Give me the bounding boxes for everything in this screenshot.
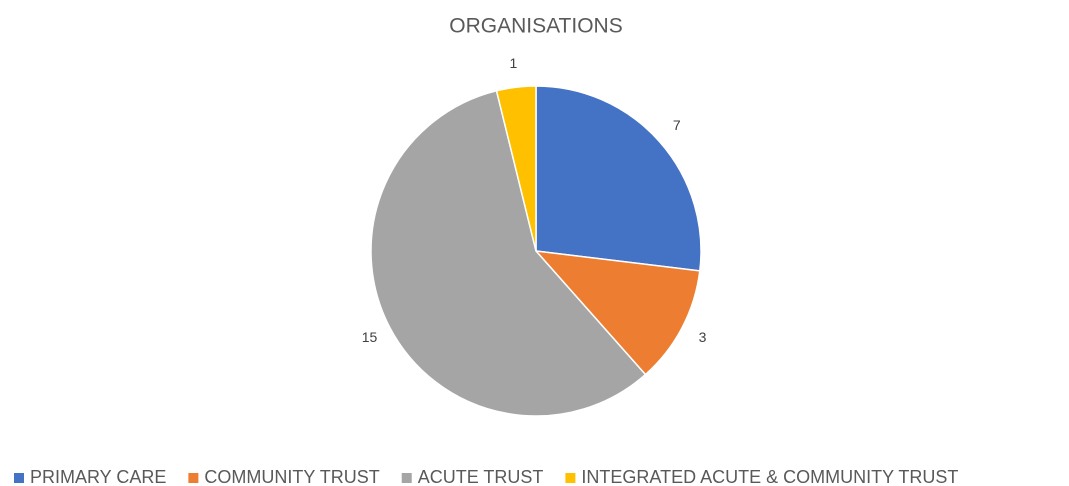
legend-label: PRIMARY CARE: [30, 467, 166, 486]
pie-slice: [495, 85, 537, 252]
legend-swatch: [401, 473, 412, 483]
legend-swatch: [14, 473, 24, 483]
legend-swatch: [565, 473, 576, 483]
data-label: 1: [509, 55, 517, 71]
legend-label: INTEGRATED ACUTE & COMMUNITY TRUST: [581, 467, 958, 486]
chart-title: ORGANISATIONS: [449, 15, 622, 38]
pie-slice: [535, 85, 702, 272]
data-label: 7: [673, 117, 681, 133]
data-label: 3: [699, 329, 707, 345]
legend-label: COMMUNITY TRUST: [204, 467, 379, 486]
legend-swatch: [188, 473, 199, 483]
pie-slice: [534, 250, 701, 376]
pie-slice: [370, 89, 647, 417]
legend-label: ACUTE TRUST: [418, 467, 544, 486]
data-label: 15: [362, 329, 378, 345]
